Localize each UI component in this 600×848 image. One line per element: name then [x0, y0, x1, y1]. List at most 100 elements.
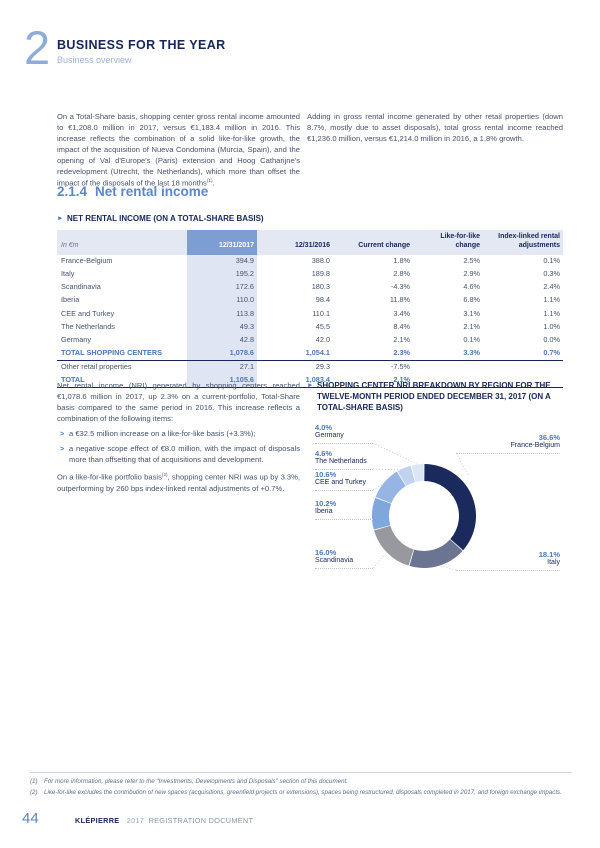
table-caption: ► NET RENTAL INCOME (ON A TOTAL-SHARE BA…: [57, 214, 563, 225]
cell-value: 2.1%: [463, 321, 480, 331]
table-row: Scandinavia 172.6 180.3 -4.3% 4.6% 2.4%: [57, 280, 563, 295]
page-title: BUSINESS FOR THE YEAR: [57, 38, 226, 52]
chart-label-region: Scandinavia: [315, 557, 354, 565]
table-header-row: In €m 12/31/2017 12/31/2016 Current chan…: [57, 230, 563, 255]
cell-region: The Netherlands: [61, 321, 115, 331]
table-row: France-Belgium 394.9 388.0 1.8% 2.5% 0.1%: [57, 254, 563, 268]
section-heading: 2.1.4 Net rental income: [57, 184, 208, 199]
footnote: (2) Like-for-like excludes the contributi…: [30, 789, 572, 798]
cell-value: -4.3%: [390, 282, 410, 292]
bullet-text: a negative scope effect of €8.0 million,…: [69, 443, 300, 464]
table-row: The Netherlands 49.3 45.5 8.4% 2.1% 1.0%: [57, 320, 563, 334]
cell-region: TOTAL: [61, 375, 85, 385]
cell-value: 2.9%: [463, 269, 480, 279]
analysis-paragraph-1: Net rental income (NRI) generated by sho…: [57, 381, 300, 423]
bullet-marker-icon: >: [60, 443, 65, 453]
donut-segment-iberia: [372, 497, 392, 530]
col-header-unit: In €m: [57, 230, 187, 255]
chart-label-region: The Netherlands: [315, 458, 367, 466]
page-number: 44: [22, 810, 39, 827]
chapter-number: 2: [24, 21, 51, 74]
col-header-current-change: Current change: [333, 230, 413, 255]
cell-value: 1.1%: [543, 295, 560, 305]
chart-label-france-belgium: 36.6% France-Belgium: [456, 433, 560, 454]
chart-label-region: Iberia: [315, 508, 333, 516]
chart-label-region: France-Belgium: [510, 442, 560, 450]
cell-value: 98.4: [315, 295, 330, 305]
cell-value: 1.0%: [543, 321, 560, 331]
chart-label-percent: 36.6%: [538, 433, 560, 442]
footnote-number: (2): [30, 788, 38, 796]
chart-label-percent: 4.6%: [315, 449, 333, 458]
cell-value: 1.1%: [543, 308, 560, 318]
chart-label-region: Germany: [315, 432, 344, 440]
cell-value: 388.0: [311, 255, 330, 265]
table-row: Germany 42.8 42.0 2.1% 0.1% 0.0%: [57, 333, 563, 347]
donut-segment-germany: [411, 464, 424, 483]
cell-value: 0.3%: [543, 269, 560, 279]
footnote-text: Like-for-like excludes the contribution …: [44, 788, 562, 796]
cell-value: 11.8%: [389, 295, 410, 305]
chart-label-region: CEE and Turkey: [315, 479, 366, 487]
chart-label-percent: 16.0%: [315, 548, 337, 557]
cell-value: 6.8%: [463, 295, 480, 305]
cell-value: [483, 360, 563, 374]
cell-value: 29.3: [315, 362, 330, 372]
chart-caption: ► SHOPPING CENTER NRI BREAKDOWN BY REGIO…: [307, 381, 563, 413]
intro-left-text: On a Total-Share basis, shopping center …: [57, 112, 300, 188]
leader-line: [372, 468, 405, 471]
cell-value: 195.2: [187, 267, 257, 281]
intro-right-paragraph: Adding in gross rental income generated …: [307, 112, 563, 143]
cell-value: 394.9: [187, 254, 257, 268]
bullet-marker-icon: >: [60, 428, 65, 438]
cell-region: Iberia: [61, 295, 80, 305]
chart-label-percent: 4.0%: [315, 423, 333, 432]
page-subtitle: Business overview: [57, 55, 132, 65]
chart-label-iberia: 10.2% Iberia: [315, 499, 373, 520]
cell-value: 3.4%: [393, 308, 410, 318]
donut-segment-the-netherlands: [397, 465, 416, 486]
cell-value: 1,054.1: [305, 348, 330, 358]
cell-value: 189.8: [311, 269, 330, 279]
col-header-index-adjustments: Index-linked rental adjustments: [483, 230, 563, 255]
cell-value: 3.3%: [463, 348, 480, 358]
chart-label-percent: 18.1%: [538, 550, 560, 559]
cell-region: CEE and Turkey: [61, 308, 115, 318]
cell-region: Scandinavia: [61, 282, 101, 292]
analysis-paragraph-2: On a like-for-like portfolio basis(2), s…: [57, 472, 300, 493]
footnote: (1) For more information, please refer to…: [30, 778, 572, 787]
chart-label-region: Italy: [547, 559, 560, 567]
cell-value: 110.0: [187, 294, 257, 308]
cell-value: 110.1: [312, 308, 330, 318]
donut-segment-scandinavia: [374, 525, 414, 566]
bullet-item: > a €32.5 million increase on a like-for-…: [60, 429, 300, 440]
cell-value: 45.5: [315, 321, 330, 331]
cell-value: 8.4%: [393, 321, 410, 331]
table-row: Italy 195.2 189.8 2.8% 2.9% 0.3%: [57, 267, 563, 281]
caption-arrow-icon: ►: [307, 382, 314, 389]
cell-value: 3.1%: [463, 308, 480, 318]
net-rental-income-table: In €m 12/31/2017 12/31/2016 Current chan…: [57, 230, 563, 388]
cell-value: 42.0: [315, 334, 330, 344]
caption-arrow-icon: ►: [57, 215, 64, 222]
cell-value: 49.3: [187, 320, 257, 334]
chart-caption-text: SHOPPING CENTER NRI BREAKDOWN BY REGION …: [317, 381, 551, 412]
table-caption-text: NET RENTAL INCOME (ON A TOTAL-SHARE BASI…: [67, 214, 264, 223]
cell-region: Germany: [61, 334, 92, 344]
chart-label-percent: 10.2%: [315, 499, 337, 508]
cell-value: 2.8%: [393, 269, 410, 279]
intro-left-paragraph: On a Total-Share basis, shopping center …: [57, 112, 300, 188]
footnotes-block: (1) For more information, please refer to…: [30, 772, 572, 799]
brand-name: KLÉPIERRE: [75, 816, 120, 825]
bullet-item: > a negative scope effect of €8.0 million…: [60, 444, 300, 466]
footer-doc-title: REGISTRATION DOCUMENT: [148, 816, 254, 825]
chart-label-percent: 10.6%: [315, 470, 337, 479]
section-number: 2.1.4: [57, 184, 88, 199]
section-title: Net rental income: [95, 184, 209, 199]
nri-donut-chart: 4.0% Germany 4.6% The Netherlands 10.6% CEE a…: [307, 418, 560, 590]
cell-value: 0.0%: [543, 334, 560, 344]
cell-value: [413, 360, 483, 374]
analysis-block: Net rental income (NRI) generated by sho…: [57, 381, 300, 495]
footnote-ref-2: (2): [161, 472, 168, 478]
